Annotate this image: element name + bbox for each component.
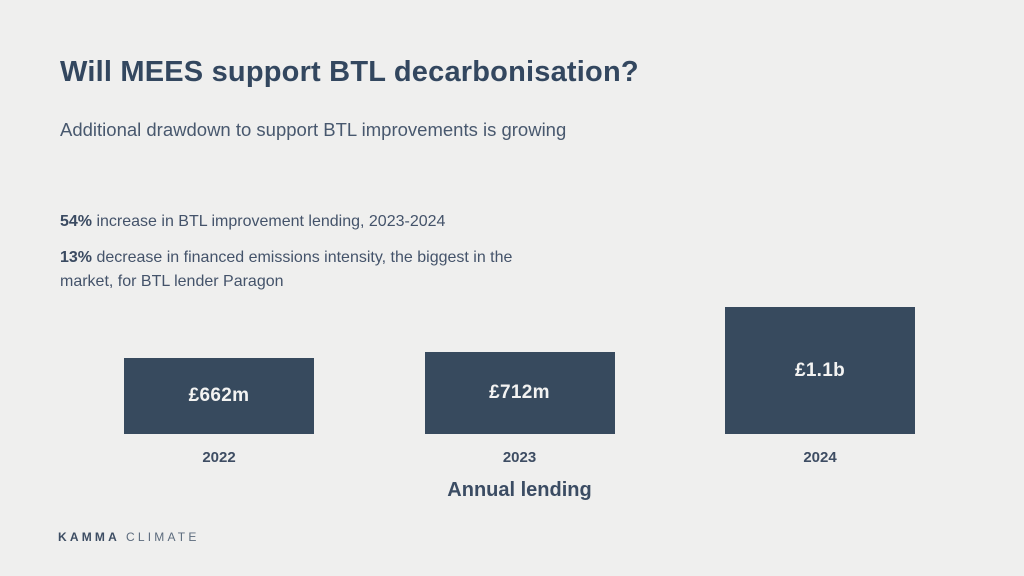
bar-2022: £662m [124,358,314,434]
slide-subtitle: Additional drawdown to support BTL impro… [60,119,567,140]
bar-chart: £662m 2022 £712m 2023 £1.1b 2024 [124,307,915,466]
stat-line-emissions-decrease: 13% decrease in financed emissions inten… [60,246,520,294]
bar-value-label: £712m [489,382,550,403]
stat-text: decrease in financed emissions intensity… [60,249,513,290]
brand-logo-kamma: KAMMA [58,530,120,544]
bar-group-2023: £712m 2023 [424,307,615,466]
bar-area: £662m [124,307,314,434]
bar-area: £712m [424,307,615,434]
bar-value-label: £1.1b [794,359,846,381]
x-tick-label-2022: 2022 [202,449,236,466]
bar-2023: £712m [424,352,615,434]
stat-line-lending-increase: 54% increase in BTL improvement lending,… [60,210,520,234]
bar-value-label: £662m [188,385,250,406]
stats-block: 54% increase in BTL improvement lending,… [60,210,520,306]
bar-group-2024: £1.1b 2024 [725,307,915,466]
x-tick-label-2024: 2024 [803,449,837,466]
bar-area: £1.1b [725,307,915,434]
page-title: Will MEES support BTL decarbonisation? [60,56,639,88]
x-axis-label: Annual lending [447,479,592,501]
stat-text: increase in BTL improvement lending, 202… [92,213,446,230]
stat-highlight: 54% [60,213,93,230]
bar-2024: £1.1b [725,307,915,434]
stat-highlight: 13% [60,249,93,266]
x-tick-label-2023: 2023 [502,449,537,466]
brand-logo: KAMMA CLIMATE [58,530,200,544]
brand-logo-climate: CLIMATE [126,530,200,544]
bar-group-2022: £662m 2022 [124,307,314,466]
